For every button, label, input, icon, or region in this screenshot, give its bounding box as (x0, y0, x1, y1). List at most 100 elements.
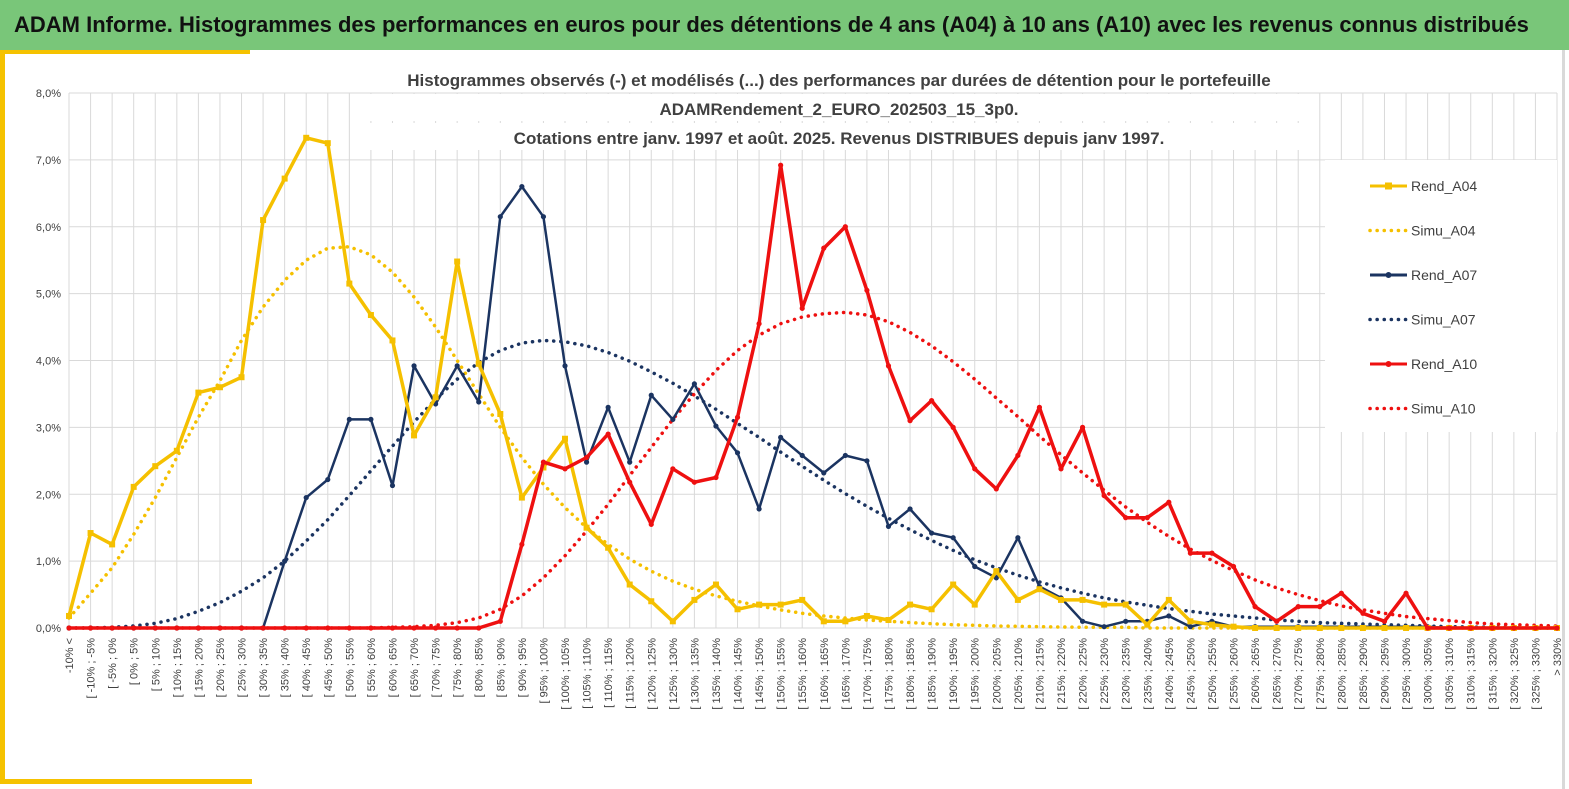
data-point (432, 394, 439, 401)
data-point (367, 312, 374, 319)
data-point (1079, 596, 1086, 603)
data-point (282, 625, 288, 631)
data-point (497, 411, 504, 417)
x-tick-label: [ 210% ; 215% (1034, 638, 1046, 710)
legend-label: Rend_A07 (1411, 267, 1477, 283)
data-point (282, 558, 288, 564)
x-tick-label: [ 105% ; 110% (582, 638, 594, 709)
x-tick-label: [ 25% ; 30% (237, 638, 249, 698)
data-point (562, 363, 568, 369)
data-point (454, 363, 460, 369)
x-tick-label: [ 125% ; 130% (668, 638, 680, 710)
data-point (411, 625, 417, 631)
series-group (66, 134, 1560, 631)
legend-label: Simu_A04 (1411, 223, 1476, 239)
legend-background (1325, 160, 1557, 432)
data-point (1187, 618, 1194, 625)
data-point (87, 625, 94, 631)
x-tick-label: [ 30% ; 35% (258, 638, 270, 698)
data-point (821, 470, 827, 476)
chart-title-background (359, 94, 1319, 121)
data-point (864, 458, 870, 464)
data-point (476, 399, 482, 405)
data-point (519, 541, 525, 548)
data-point (1274, 618, 1280, 624)
x-tick-label: [ 5% ; 10% (150, 638, 162, 691)
data-point (195, 625, 201, 631)
legend-label: Rend_A10 (1411, 356, 1477, 372)
data-point (1316, 625, 1323, 631)
legend-marker (1385, 272, 1392, 278)
data-point (1317, 604, 1323, 610)
data-point (864, 287, 870, 293)
data-point (368, 625, 374, 631)
x-tick-label: [ 230% ; 235% (1121, 638, 1133, 710)
data-point (130, 483, 137, 490)
data-point (971, 601, 978, 608)
data-point (1403, 590, 1409, 596)
data-point (777, 601, 784, 608)
data-point (929, 398, 935, 404)
data-point (1036, 586, 1043, 593)
data-point (131, 625, 137, 631)
data-point (863, 612, 870, 619)
data-point (605, 404, 611, 410)
x-tick-label: [ 310% ; 315% (1466, 638, 1478, 710)
data-point (799, 452, 805, 459)
data-point (216, 384, 223, 391)
y-tick-label: 3,0% (36, 422, 61, 434)
data-point (885, 523, 892, 529)
chart-title-background (334, 65, 1344, 92)
data-point (1381, 618, 1388, 624)
data-point (1511, 625, 1517, 631)
data-point (1165, 596, 1172, 603)
data-point (1166, 499, 1172, 505)
data-point (238, 374, 245, 381)
data-point (842, 618, 849, 625)
data-point (1252, 604, 1258, 610)
data-point (411, 432, 418, 439)
data-point (1123, 515, 1129, 521)
data-point (368, 416, 374, 422)
x-tick-label: [ 270% ; 275% (1293, 638, 1305, 710)
x-tick-label: [ 155% ; 160% (797, 638, 809, 710)
x-tick-label: [ 140% ; 145% (733, 638, 745, 710)
data-point (1015, 535, 1021, 541)
data-point (109, 541, 116, 548)
data-point (885, 616, 892, 623)
data-point (454, 258, 461, 265)
data-point (778, 162, 784, 168)
data-point (174, 625, 180, 631)
data-point (583, 459, 590, 465)
data-point (1166, 613, 1172, 619)
data-point (324, 140, 331, 147)
x-tick-label: [ 60% ; 65% (387, 638, 399, 698)
data-point (842, 224, 848, 230)
x-tick-label: [ 15% ; 20% (193, 638, 205, 698)
data-point (993, 575, 999, 581)
x-tick-label: [ 75% ; 80% (452, 638, 464, 698)
data-point (475, 360, 482, 367)
data-point (734, 606, 741, 613)
y-tick-label: 2,0% (36, 489, 61, 501)
x-tick-label: > 330% (1552, 638, 1564, 676)
data-point (1554, 625, 1560, 631)
x-tick-label: [ 65% ; 70% (409, 638, 421, 698)
x-tick-label: [ 185% ; 190% (927, 638, 939, 710)
data-point (476, 625, 482, 631)
x-tick-label: [ 100% ; 105% (560, 638, 572, 710)
x-tick-label: [ 10% ; 15% (172, 638, 184, 698)
x-tick-label: [ -10% ; -5% (86, 638, 98, 699)
data-point (1359, 625, 1366, 631)
data-point (691, 596, 698, 603)
data-point (778, 434, 784, 441)
data-point (734, 414, 741, 420)
x-tick-label: [ 120% ; 125% (646, 638, 658, 710)
data-point (325, 476, 331, 483)
data-point (87, 530, 94, 537)
data-point (1338, 625, 1345, 631)
x-tick-label: [ 80% ; 85% (474, 638, 486, 698)
data-point (1230, 563, 1237, 570)
data-point (583, 524, 590, 531)
x-tick-label: [ 290% ; 295% (1379, 638, 1391, 710)
